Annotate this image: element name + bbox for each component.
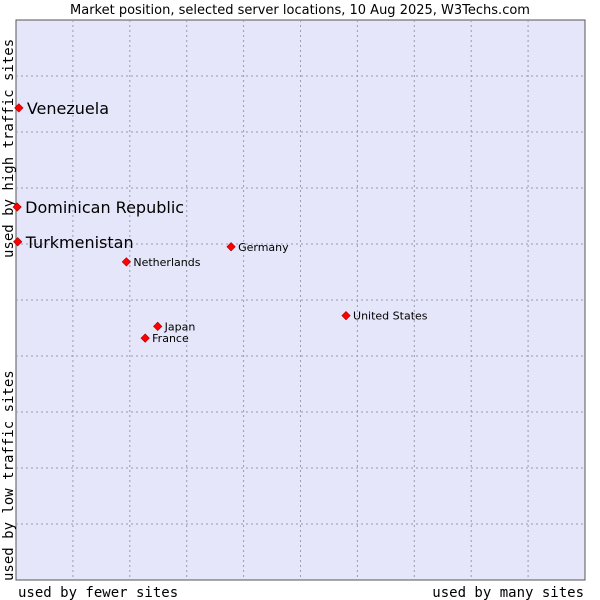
point-label-venezuela: Venezuela	[27, 99, 109, 118]
point-marker-dominican-republic	[12, 202, 22, 212]
point-label-netherlands: Netherlands	[133, 256, 200, 269]
point-marker-japan	[153, 321, 163, 331]
x-axis-label-low: used by fewer sites	[18, 585, 178, 600]
chart-title: Market position, selected server locatio…	[70, 3, 530, 18]
point-label-france: France	[152, 332, 189, 345]
data-points: Venezuela Dominican Republic Turkmenistan G…	[12, 99, 428, 345]
point-label-dominican-republic: Dominican Republic	[25, 198, 184, 217]
point-label-germany: Germany	[238, 241, 289, 254]
point-label-turkmenistan: Turkmenistan	[25, 233, 134, 252]
point-marker-france	[140, 333, 150, 343]
point-marker-united-states	[341, 311, 351, 321]
grid	[16, 20, 585, 580]
y-axis-label-low: used by low traffic sites	[1, 370, 17, 581]
y-axis-label-high: used by high traffic sites	[1, 39, 17, 258]
point-marker-turkmenistan	[13, 237, 23, 247]
x-axis-label-high: used by many sites	[432, 585, 584, 600]
point-label-united-states: United States	[353, 310, 428, 323]
point-label-japan: Japan	[164, 320, 196, 333]
point-marker-venezuela	[14, 103, 24, 113]
point-marker-netherlands	[121, 257, 132, 267]
point-marker-germany	[226, 242, 236, 252]
